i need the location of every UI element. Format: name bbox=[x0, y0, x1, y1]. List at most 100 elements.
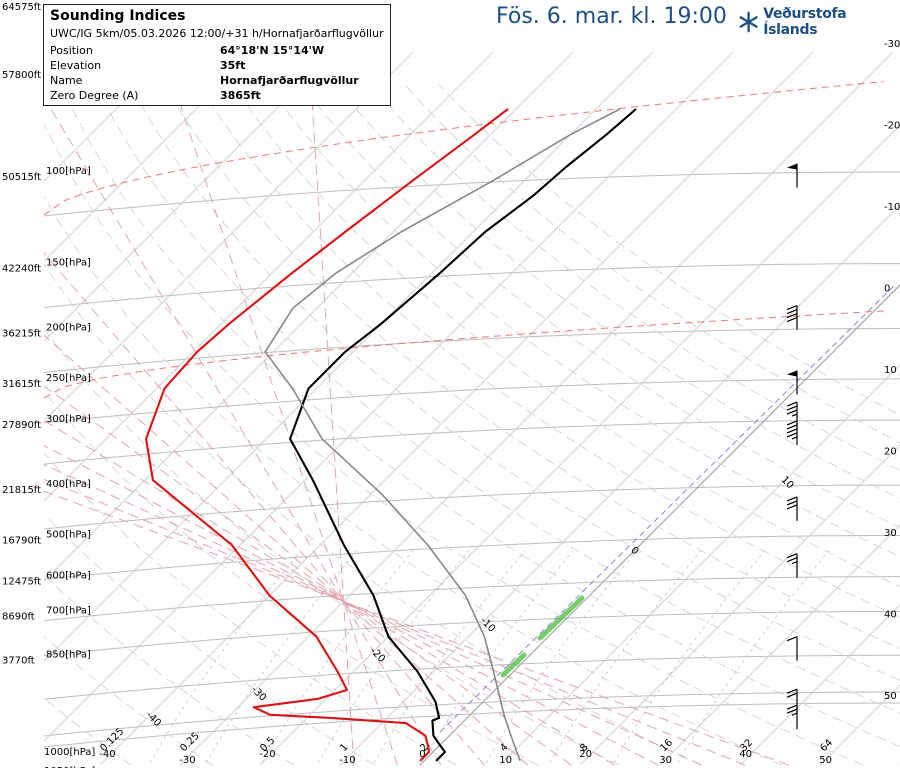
isotherm-line bbox=[259, 124, 900, 766]
isobar-line bbox=[44, 611, 900, 656]
altitude-label: 31615ft bbox=[2, 379, 41, 390]
pressure-label: 700[hPa] bbox=[46, 605, 91, 616]
wind-barb-flag bbox=[786, 688, 798, 694]
wind-barb-flag bbox=[786, 428, 798, 434]
upper-reference-curve bbox=[44, 81, 885, 216]
series-dew-point bbox=[145, 108, 509, 762]
wind-barb-flag bbox=[786, 305, 798, 311]
wind-barb-pennant bbox=[787, 370, 797, 377]
wind-barb-flag bbox=[786, 636, 798, 642]
dry-adiabat-line bbox=[335, 83, 900, 500]
info-title: Sounding Indices bbox=[50, 8, 186, 24]
dry-adiabat-line bbox=[44, 390, 539, 766]
isotherm-line bbox=[99, 51, 814, 766]
info-value: 64°18'N 15°14'W bbox=[220, 44, 325, 57]
pressure-label: 500[hPa] bbox=[46, 529, 91, 540]
wind-barb-flag bbox=[786, 420, 798, 426]
dry-adiabat-line bbox=[129, 84, 900, 681]
series-parcel bbox=[264, 108, 621, 762]
right-axis-label: 30 bbox=[884, 528, 897, 539]
dry-adiabat-line bbox=[44, 635, 213, 766]
isotherm-line bbox=[44, 51, 254, 262]
dry-adiabat-line bbox=[60, 84, 900, 748]
right-axis-label: -30 bbox=[884, 39, 900, 50]
info-key: Position bbox=[50, 44, 93, 57]
pressure-label: 400[hPa] bbox=[46, 479, 91, 490]
altitude-label: 42240ft bbox=[2, 264, 41, 275]
pressure-label: 200[hPa] bbox=[46, 323, 91, 334]
altitude-label: 57800ft bbox=[2, 70, 41, 81]
dry-adiabat-line bbox=[44, 122, 864, 766]
forecast-time-title: Fös. 6. mar. kl. 19:00 bbox=[496, 4, 727, 29]
info-key: Zero Degree (A) bbox=[50, 89, 139, 102]
info-value: Hornafjarðarflugvöllur bbox=[220, 74, 359, 87]
brand-name: Veðurstofa Íslands bbox=[763, 6, 847, 38]
info-row-elevation: Elevation 35ft bbox=[50, 59, 384, 74]
isobar-line bbox=[44, 535, 900, 580]
wind-barb bbox=[786, 704, 798, 730]
wind-barb-flag bbox=[786, 553, 798, 559]
right-axis-label: 0 bbox=[884, 284, 890, 295]
wind-barb-flag bbox=[786, 313, 798, 319]
wind-barb bbox=[787, 370, 798, 395]
dry-adiabat-line bbox=[438, 83, 900, 416]
info-key: Elevation bbox=[50, 59, 102, 72]
pressure-label: 250[hPa] bbox=[46, 373, 91, 384]
wind-barb-half-flag bbox=[791, 712, 798, 716]
pressure-label: 1000[hPa] bbox=[44, 747, 95, 758]
mixing-ratio-label: 4 bbox=[498, 742, 510, 754]
isotherm-line bbox=[339, 204, 900, 766]
bottom-temp-label: 30 bbox=[659, 755, 672, 766]
bottom-temp-label: 10 bbox=[499, 755, 512, 766]
altitude-label: 12475ft bbox=[2, 577, 41, 588]
isobar-line bbox=[44, 691, 900, 737]
info-value: 3865ft bbox=[220, 89, 261, 102]
sounding-indices-box: Sounding Indices UWC/IG 5km/05.03.2026 1… bbox=[43, 4, 391, 106]
altitude-label: 64575ft bbox=[2, 2, 41, 13]
pressure-label: 850[hPa] bbox=[46, 649, 91, 660]
mixing-ratio-line bbox=[205, 550, 358, 764]
isotherm-line bbox=[44, 51, 334, 342]
moist-adiabat-line bbox=[44, 385, 572, 766]
wind-barb-half-flag bbox=[791, 561, 798, 565]
dry-adiabat-line bbox=[44, 195, 783, 766]
right-axis-label: 50 bbox=[884, 691, 897, 702]
altitude-label: 8690ft bbox=[2, 611, 35, 622]
wind-barb bbox=[787, 163, 798, 188]
wind-barb-flag bbox=[786, 409, 798, 415]
pressure-label: 600[hPa] bbox=[46, 571, 91, 582]
snowflake-icon bbox=[739, 11, 758, 33]
isobar-line bbox=[44, 328, 900, 374]
wind-barb bbox=[786, 496, 798, 521]
info-value: 35ft bbox=[220, 59, 246, 72]
altitude-label: 3770ft bbox=[2, 655, 35, 666]
right-axis-label: 20 bbox=[884, 447, 897, 458]
right-axis-label: 10 bbox=[884, 365, 897, 376]
wind-barb-flag bbox=[786, 496, 798, 502]
mixing-ratio-label: 1 bbox=[338, 742, 350, 754]
moist-adiabat-line bbox=[44, 96, 442, 766]
wind-barb-flag bbox=[786, 432, 798, 438]
right-axis-label: -20 bbox=[884, 121, 900, 132]
isotherm-line bbox=[659, 524, 900, 766]
moist-adiabat-line bbox=[44, 445, 659, 766]
pressure-label: 150[hPa] bbox=[46, 258, 91, 269]
dry-adiabat-line bbox=[44, 574, 295, 766]
moist-adiabat-line bbox=[44, 478, 746, 766]
bottom-temp-label: -20 bbox=[259, 749, 275, 760]
mixing-ratio-line bbox=[549, 550, 702, 764]
wind-barb-flag bbox=[786, 692, 798, 698]
dry-adiabat-line bbox=[44, 513, 376, 766]
wind-barb-flag bbox=[786, 708, 798, 714]
wind-barb-flag bbox=[786, 704, 798, 710]
isobar-line bbox=[44, 702, 900, 748]
altitude-label: 21815ft bbox=[2, 485, 41, 496]
series-temperature bbox=[289, 108, 637, 762]
right-axis-label: -10 bbox=[884, 202, 900, 213]
shaded-layer-lower bbox=[500, 652, 527, 678]
vedurstofa-logo[interactable]: Veðurstofa Íslands bbox=[738, 6, 900, 38]
plot-area bbox=[44, 51, 900, 766]
wind-barb bbox=[786, 420, 798, 445]
isotherm-line bbox=[44, 51, 174, 182]
